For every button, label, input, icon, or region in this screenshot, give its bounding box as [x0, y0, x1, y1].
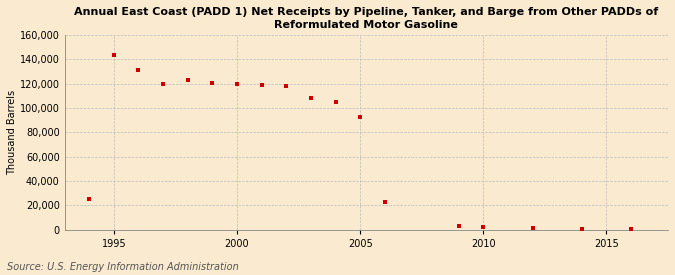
Point [576, 226, 587, 231]
Title: Annual East Coast (PADD 1) Net Receipts by Pipeline, Tanker, and Barge from Othe: Annual East Coast (PADD 1) Net Receipts … [74, 7, 658, 30]
Point [330, 100, 341, 104]
Point [84, 197, 95, 202]
Point [232, 82, 242, 86]
Point [256, 83, 267, 87]
Point [355, 114, 366, 119]
Point [379, 200, 390, 204]
Point [478, 225, 489, 230]
Y-axis label: Thousand Barrels: Thousand Barrels [7, 90, 17, 175]
Text: Source: U.S. Energy Information Administration: Source: U.S. Energy Information Administ… [7, 262, 238, 272]
Point [158, 82, 169, 86]
Point [306, 96, 317, 101]
Point [207, 80, 218, 85]
Point [527, 226, 538, 230]
Point [182, 78, 193, 82]
Point [626, 226, 637, 231]
Point [281, 84, 292, 88]
Point [133, 68, 144, 73]
Point [454, 224, 464, 228]
Point [109, 52, 119, 57]
